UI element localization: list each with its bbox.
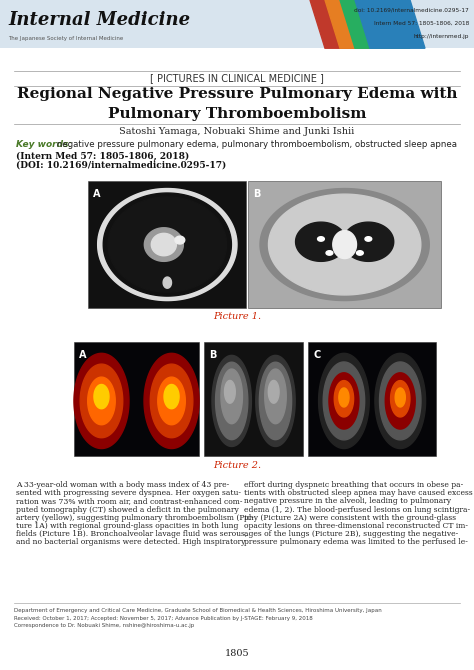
Polygon shape — [319, 353, 369, 448]
Text: C: C — [313, 350, 320, 360]
Polygon shape — [323, 362, 365, 440]
Polygon shape — [334, 381, 354, 417]
Polygon shape — [256, 355, 295, 446]
Text: The Japanese Society of Internal Medicine: The Japanese Society of Internal Medicin… — [8, 36, 123, 41]
Bar — [248, 181, 441, 308]
Polygon shape — [343, 222, 394, 261]
Text: Regional Negative Pressure Pulmonary Edema with
Pulmonary Thromboembolism: Regional Negative Pressure Pulmonary Ede… — [17, 86, 457, 121]
Polygon shape — [158, 377, 185, 425]
Text: tients with obstructed sleep apnea may have caused excess: tients with obstructed sleep apnea may h… — [244, 489, 473, 497]
Polygon shape — [145, 228, 183, 261]
Text: Correspondence to Dr. Nobuaki Shime, nshine@hiroshima-u.ac.jp: Correspondence to Dr. Nobuaki Shime, nsh… — [14, 623, 194, 628]
Polygon shape — [365, 237, 372, 241]
Text: pressure pulmonary edema was limited to the perfused le-: pressure pulmonary edema was limited to … — [244, 539, 468, 547]
Text: ration was 73% with room air, and contrast-enhanced com-: ration was 73% with room air, and contra… — [16, 497, 243, 505]
Text: 1805: 1805 — [225, 649, 249, 658]
Polygon shape — [333, 230, 356, 259]
Polygon shape — [339, 388, 349, 407]
Bar — [204, 342, 303, 456]
Polygon shape — [163, 277, 172, 288]
Text: B: B — [254, 189, 261, 199]
Polygon shape — [103, 193, 231, 296]
Text: A: A — [93, 189, 100, 199]
Bar — [88, 181, 246, 308]
Polygon shape — [164, 385, 179, 409]
Text: A: A — [79, 350, 86, 360]
Text: artery (yellow), suggesting pulmonary thromboembolism (Pic-: artery (yellow), suggesting pulmonary th… — [16, 514, 254, 522]
Polygon shape — [326, 251, 333, 255]
Text: ages of the lungs (Picture 2B), suggesting the negative-: ages of the lungs (Picture 2B), suggesti… — [244, 530, 458, 538]
Text: (DOI: 10.2169/internalmedicine.0295-17): (DOI: 10.2169/internalmedicine.0295-17) — [16, 160, 226, 170]
Text: opacity lesions on three-dimensional reconstructed CT im-: opacity lesions on three-dimensional rec… — [244, 522, 468, 530]
Text: [ PICTURES IN CLINICAL MEDICINE ]: [ PICTURES IN CLINICAL MEDICINE ] — [150, 73, 324, 82]
Text: and no bacterial organisms were detected. High inspiratory: and no bacterial organisms were detected… — [16, 539, 246, 547]
Text: Received: October 1, 2017; Accepted: November 5, 2017; Advance Publication by J-: Received: October 1, 2017; Accepted: Nov… — [14, 616, 313, 621]
Polygon shape — [144, 353, 199, 448]
Text: negative pressure pulmonary edema, pulmonary thromboembolism, obstructed sleep a: negative pressure pulmonary edema, pulmo… — [54, 139, 457, 149]
Text: Satoshi Yamaga, Nobuaki Shime and Junki Ishii: Satoshi Yamaga, Nobuaki Shime and Junki … — [119, 127, 355, 136]
Polygon shape — [216, 362, 248, 440]
Polygon shape — [175, 236, 185, 244]
Polygon shape — [94, 385, 109, 409]
Text: sented with progressing severe dyspnea. Her oxygen satu-: sented with progressing severe dyspnea. … — [16, 489, 241, 497]
Polygon shape — [395, 388, 405, 407]
Text: Intern Med 57: 1805-1806, 2018: Intern Med 57: 1805-1806, 2018 — [374, 21, 469, 25]
Polygon shape — [212, 355, 251, 446]
Polygon shape — [310, 0, 380, 48]
Text: Department of Emergency and Critical Care Medicine, Graduate School of Biomedica: Department of Emergency and Critical Car… — [14, 608, 382, 613]
Polygon shape — [259, 362, 292, 440]
Polygon shape — [108, 197, 227, 292]
Bar — [74, 342, 199, 456]
Text: negative pressure in the alveoli, leading to pulmonary: negative pressure in the alveoli, leadin… — [244, 497, 451, 505]
Polygon shape — [325, 0, 395, 48]
Polygon shape — [150, 364, 193, 438]
Text: Picture 2.: Picture 2. — [213, 461, 261, 470]
Polygon shape — [318, 237, 324, 241]
Polygon shape — [268, 381, 279, 403]
Polygon shape — [221, 369, 242, 423]
Polygon shape — [380, 362, 421, 440]
Polygon shape — [151, 233, 176, 256]
Polygon shape — [98, 188, 237, 301]
Polygon shape — [355, 0, 425, 48]
Text: (Intern Med 57: 1805-1806, 2018): (Intern Med 57: 1805-1806, 2018) — [16, 152, 189, 161]
Text: phy (Picture 2A) were consistent with the ground-glass: phy (Picture 2A) were consistent with th… — [244, 514, 456, 522]
Text: B: B — [209, 350, 216, 360]
Polygon shape — [391, 381, 410, 417]
Polygon shape — [260, 188, 429, 301]
Text: puted tomography (CT) showed a deficit in the pulmonary: puted tomography (CT) showed a deficit i… — [16, 506, 239, 514]
Polygon shape — [329, 373, 359, 429]
Polygon shape — [385, 373, 415, 429]
Polygon shape — [296, 222, 346, 261]
Polygon shape — [110, 198, 225, 291]
Text: Internal Medicine: Internal Medicine — [8, 11, 190, 29]
Text: Key words:: Key words: — [16, 139, 72, 149]
Polygon shape — [265, 369, 286, 423]
Text: Picture 1.: Picture 1. — [213, 312, 261, 321]
Text: ture 1A) with regional ground-glass opacities in both lung: ture 1A) with regional ground-glass opac… — [16, 522, 238, 530]
Bar — [0, 0, 474, 48]
Polygon shape — [80, 364, 123, 438]
Bar — [308, 342, 436, 456]
Text: fields (Picture 1B). Bronchoalveolar lavage fluid was serous,: fields (Picture 1B). Bronchoalveolar lav… — [16, 530, 247, 538]
Polygon shape — [74, 353, 129, 448]
Text: A 33-year-old woman with a body mass index of 43 pre-: A 33-year-old woman with a body mass ind… — [16, 481, 229, 489]
Polygon shape — [225, 381, 235, 403]
Polygon shape — [98, 188, 237, 301]
Polygon shape — [88, 377, 115, 425]
Polygon shape — [356, 251, 363, 255]
Text: doi: 10.2169/internalmedicine.0295-17: doi: 10.2169/internalmedicine.0295-17 — [354, 7, 469, 12]
Text: edema (1, 2). The blood-perfused lesions on lung scintigra-: edema (1, 2). The blood-perfused lesions… — [244, 506, 470, 514]
Polygon shape — [340, 0, 410, 48]
Polygon shape — [268, 194, 421, 295]
Polygon shape — [375, 353, 426, 448]
Text: http://internmed.jp: http://internmed.jp — [413, 34, 469, 39]
Text: effort during dyspneic breathing that occurs in obese pa-: effort during dyspneic breathing that oc… — [244, 481, 464, 489]
